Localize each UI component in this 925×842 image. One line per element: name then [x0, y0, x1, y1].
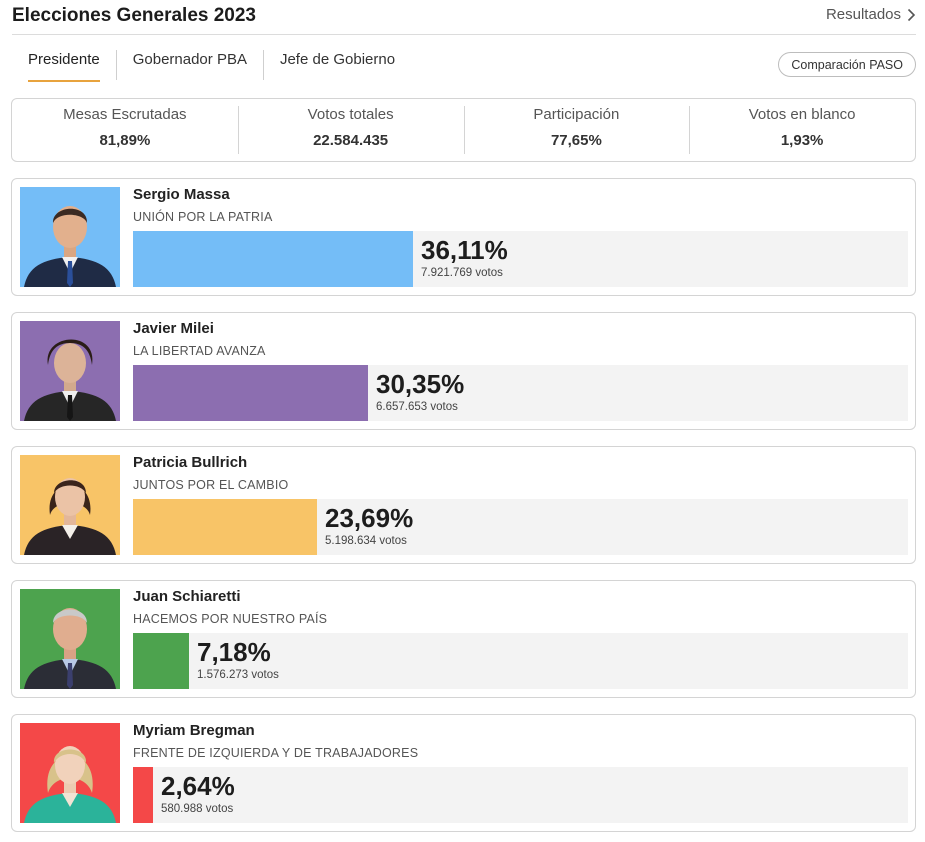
tab-divider	[115, 50, 117, 80]
vote-bar-track: 2,64% 580.988 votos	[133, 767, 908, 823]
candidate-portrait-icon	[20, 455, 120, 555]
stat-participacion: Participación 77,65%	[463, 99, 690, 161]
stat-value: 81,89%	[99, 132, 151, 149]
header: Elecciones Generales 2023 Resultados	[12, 0, 916, 35]
candidate-card-schiaretti: Juan Schiaretti HACEMOS POR NUESTRO PAÍS…	[11, 580, 916, 698]
vote-bar-track: 36,11% 7.921.769 votos	[133, 231, 908, 287]
stat-label: Votos totales	[307, 106, 394, 123]
vote-bar-fill	[133, 633, 189, 689]
vote-percentage: 2,64%	[161, 771, 235, 801]
stats-summary: Mesas Escrutadas 81,89% Votos totales 22…	[11, 98, 916, 162]
vote-percentage: 7,18%	[197, 637, 271, 667]
office-tabs: Presidente Gobernador PBA Jefe de Gobier…	[12, 44, 411, 84]
stat-value: 1,93%	[780, 132, 824, 149]
comparacion-paso-button[interactable]: Comparación PASO	[778, 52, 916, 77]
vote-count: 7.921.769 votos	[421, 267, 503, 279]
candidate-name: Javier Milei	[133, 320, 214, 337]
candidate-card-milei: Javier Milei LA LIBERTAD AVANZA 30,35% 6…	[11, 312, 916, 430]
tab-divider	[262, 50, 264, 80]
candidate-card-bregman: Myriam Bregman FRENTE DE IZQUIERDA Y DE …	[11, 714, 916, 832]
vote-percentage: 30,35%	[376, 369, 465, 399]
candidate-photo	[20, 187, 120, 287]
stat-mesas-escrutadas: Mesas Escrutadas 81,89%	[12, 99, 238, 161]
results-link[interactable]: Resultados	[826, 6, 916, 23]
candidate-name: Sergio Massa	[133, 186, 230, 203]
vote-percentage: 36,11%	[421, 235, 508, 265]
candidate-name: Juan Schiaretti	[133, 588, 241, 605]
candidate-party: JUNTOS POR EL CAMBIO	[133, 478, 289, 492]
vote-count: 1.576.273 votos	[197, 669, 279, 681]
candidate-name: Patricia Bullrich	[133, 454, 248, 471]
page-title: Elecciones Generales 2023	[12, 5, 256, 26]
candidate-name: Myriam Bregman	[133, 722, 255, 739]
vote-count: 6.657.653 votos	[376, 401, 458, 413]
candidate-card-bullrich: Patricia Bullrich JUNTOS POR EL CAMBIO 2…	[11, 446, 916, 564]
vote-bar-fill	[133, 767, 153, 823]
stat-label: Votos en blanco	[748, 106, 856, 123]
vote-percentage: 23,69%	[325, 503, 414, 533]
vote-bar-fill	[133, 499, 317, 555]
vote-bar-track: 23,69% 5.198.634 votos	[133, 499, 908, 555]
candidate-card-massa: Sergio Massa UNIÓN POR LA PATRIA 36,11% …	[11, 178, 916, 296]
vote-bar-fill	[133, 231, 413, 287]
vote-count: 580.988 votos	[161, 803, 234, 815]
vote-count: 5.198.634 votos	[325, 535, 407, 547]
tab-jefe-de-gobierno[interactable]: Jefe de Gobierno	[279, 51, 396, 68]
candidate-portrait-icon	[20, 589, 120, 689]
candidate-party: FRENTE DE IZQUIERDA Y DE TRABAJADORES	[133, 746, 419, 760]
results-link-label: Resultados	[825, 6, 901, 23]
candidate-party: HACEMOS POR NUESTRO PAÍS	[133, 612, 328, 626]
candidate-photo	[20, 455, 120, 555]
tab-presidente[interactable]: Presidente	[12, 44, 116, 84]
candidate-photo	[20, 321, 120, 421]
candidate-party: UNIÓN POR LA PATRIA	[133, 210, 273, 224]
stat-votos-totales: Votos totales 22.584.435	[237, 99, 464, 161]
vote-bar-track: 30,35% 6.657.653 votos	[133, 365, 908, 421]
tab-gobernador-pba[interactable]: Gobernador PBA	[132, 51, 247, 68]
stat-label: Mesas Escrutadas	[63, 106, 187, 123]
stat-votos-en-blanco: Votos en blanco 1,93%	[689, 99, 915, 161]
candidate-portrait-icon	[20, 723, 120, 823]
candidate-photo	[20, 723, 120, 823]
vote-bar-fill	[133, 365, 368, 421]
stat-value: 77,65%	[550, 132, 602, 149]
stat-value: 22.584.435	[313, 132, 389, 149]
vote-bar-track: 7,18% 1.576.273 votos	[133, 633, 908, 689]
candidate-party: LA LIBERTAD AVANZA	[133, 344, 266, 358]
candidate-photo	[20, 589, 120, 689]
chevron-right-icon	[907, 8, 916, 21]
candidate-portrait-icon	[20, 321, 120, 421]
candidate-portrait-icon	[20, 187, 120, 287]
stat-label: Participación	[533, 106, 620, 123]
